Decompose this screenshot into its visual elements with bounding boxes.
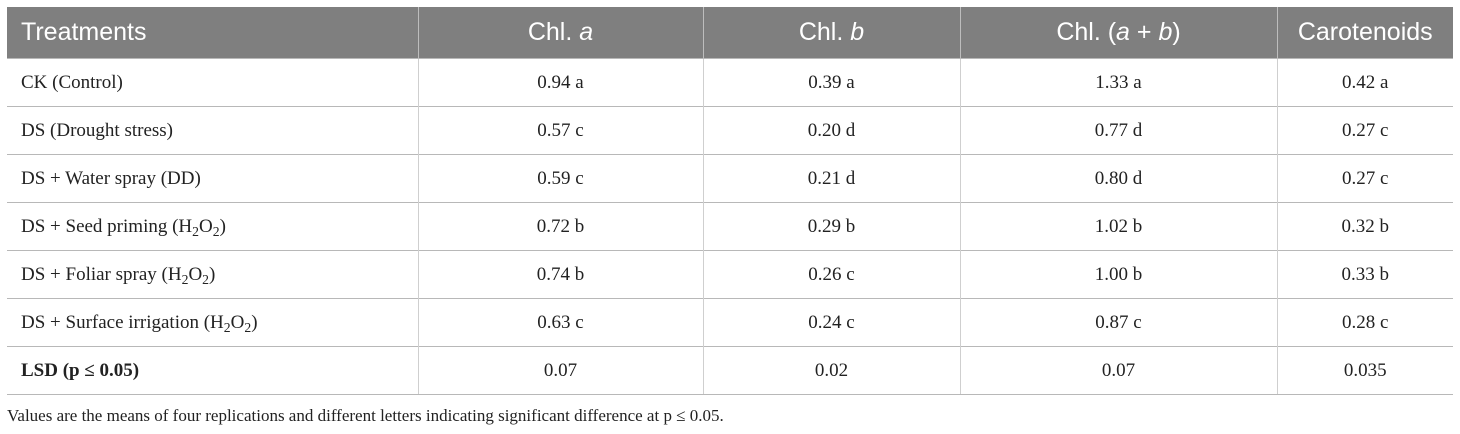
treatment-cell: DS + Surface irrigation (H2O2) <box>7 298 418 347</box>
carotenoids-cell: 0.32 b <box>1276 202 1453 251</box>
data-table-container: Treatments Chl. a Chl. b Chl. (a + b) Ca… <box>7 7 1453 395</box>
chl-a-cell: 0.63 c <box>417 298 703 347</box>
chl-ab-cell: 1.33 a <box>959 58 1277 107</box>
header-chl-a-prefix: Chl. <box>527 18 580 46</box>
chlorophyll-table: Treatments Chl. a Chl. b Chl. (a + b) Ca… <box>7 7 1453 395</box>
header-carotenoids: Carotenoids <box>1276 7 1453 59</box>
chl-b-cell: 0.24 c <box>702 298 960 347</box>
treatment-cell-lsd: LSD (p ≤ 0.05) <box>7 346 418 395</box>
treatment-cell: DS + Water spray (DD) <box>7 154 418 203</box>
subscript: 2 <box>202 271 210 287</box>
header-chl-b-italic: b <box>850 18 865 46</box>
subscript: 2 <box>212 223 220 239</box>
treatment-name-pre: DS + Seed priming (H <box>21 215 193 237</box>
header-chl-b-prefix: Chl. <box>798 18 851 46</box>
header-chl-ab: Chl. (a + b) <box>959 7 1277 59</box>
table-row: DS + Water spray (DD) 0.59 c 0.21 d 0.80… <box>7 154 1453 203</box>
table-row: DS + Foliar spray (H2O2) 0.74 b 0.26 c 1… <box>7 250 1453 299</box>
treatment-cell: DS + Foliar spray (H2O2) <box>7 250 418 299</box>
treatment-name-post: ) <box>251 311 258 333</box>
chl-b-cell: 0.29 b <box>702 202 960 251</box>
chl-a-cell: 0.07 <box>417 346 703 395</box>
header-treatments: Treatments <box>7 7 418 59</box>
header-chl-a-italic: a <box>579 18 594 46</box>
treatment-cell: CK (Control) <box>7 58 418 107</box>
treatment-name-mid: O <box>230 311 245 333</box>
header-chl-b: Chl. b <box>702 7 960 59</box>
header-chl-ab-plus: + <box>1129 18 1159 46</box>
chl-b-cell: 0.21 d <box>702 154 960 203</box>
subscript: 2 <box>181 271 189 287</box>
treatment-name-post: ) <box>219 215 226 237</box>
table-header: Treatments Chl. a Chl. b Chl. (a + b) Ca… <box>7 7 1453 59</box>
chl-b-cell: 0.20 d <box>702 106 960 155</box>
treatment-cell: DS (Drought stress) <box>7 106 418 155</box>
chl-ab-cell: 1.02 b <box>959 202 1277 251</box>
carotenoids-cell: 0.42 a <box>1276 58 1453 107</box>
header-chl-ab-a: a <box>1116 18 1130 46</box>
header-chl-ab-prefix: Chl. ( <box>1056 18 1117 46</box>
chl-ab-cell: 0.80 d <box>959 154 1277 203</box>
chl-b-cell: 0.26 c <box>702 250 960 299</box>
chl-ab-cell: 0.77 d <box>959 106 1277 155</box>
treatment-name-pre: DS + Surface irrigation (H <box>21 311 224 333</box>
table-row: DS + Seed priming (H2O2) 0.72 b 0.29 b 1… <box>7 202 1453 251</box>
carotenoids-cell: 0.27 c <box>1276 154 1453 203</box>
treatment-name-mid: O <box>188 263 203 285</box>
carotenoids-cell: 0.035 <box>1276 346 1453 395</box>
carotenoids-cell: 0.27 c <box>1276 106 1453 155</box>
chl-b-cell: 0.39 a <box>702 58 960 107</box>
subscript: 2 <box>192 223 199 239</box>
header-chl-ab-b: b <box>1158 18 1173 46</box>
chl-ab-cell: 1.00 b <box>959 250 1277 299</box>
chl-a-cell: 0.94 a <box>417 58 703 107</box>
chl-b-cell: 0.02 <box>702 346 960 395</box>
chl-a-cell: 0.57 c <box>417 106 703 155</box>
header-row: Treatments Chl. a Chl. b Chl. (a + b) Ca… <box>7 7 1453 59</box>
table-row: DS + Surface irrigation (H2O2) 0.63 c 0.… <box>7 298 1453 347</box>
chl-a-cell: 0.59 c <box>417 154 703 203</box>
header-chl-ab-suffix: ) <box>1172 18 1181 46</box>
table-row: DS (Drought stress) 0.57 c 0.20 d 0.77 d… <box>7 106 1453 155</box>
header-chl-a: Chl. a <box>417 7 703 59</box>
treatment-name-post: ) <box>209 263 216 285</box>
chl-a-cell: 0.72 b <box>417 202 703 251</box>
table-row: CK (Control) 0.94 a 0.39 a 1.33 a 0.42 a <box>7 58 1453 107</box>
chl-a-cell: 0.74 b <box>417 250 703 299</box>
treatment-name-mid: O <box>199 215 213 237</box>
carotenoids-cell: 0.33 b <box>1276 250 1453 299</box>
chl-ab-cell: 0.07 <box>959 346 1277 395</box>
subscript: 2 <box>223 319 231 335</box>
treatment-name-pre: DS + Foliar spray (H <box>21 263 182 285</box>
chl-ab-cell: 0.87 c <box>959 298 1277 347</box>
carotenoids-cell: 0.28 c <box>1276 298 1453 347</box>
table-body: CK (Control) 0.94 a 0.39 a 1.33 a 0.42 a… <box>7 58 1453 395</box>
treatment-cell: DS + Seed priming (H2O2) <box>7 202 418 251</box>
table-footnote: Values are the means of four replication… <box>7 406 724 425</box>
subscript: 2 <box>244 319 252 335</box>
table-row-lsd: LSD (p ≤ 0.05) 0.07 0.02 0.07 0.035 <box>7 346 1453 395</box>
